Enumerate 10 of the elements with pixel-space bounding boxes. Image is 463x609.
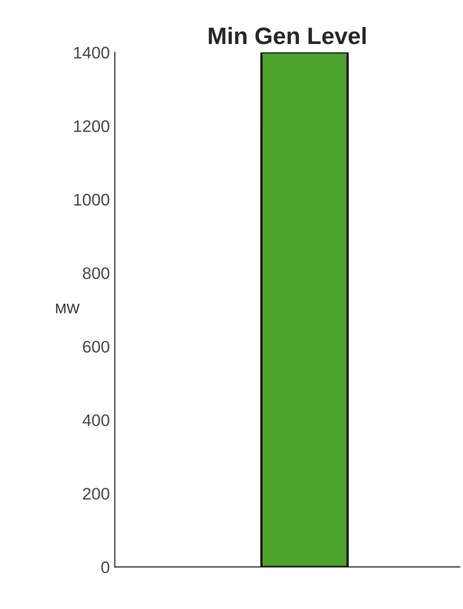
y-tick-label: 1400 [74, 46, 110, 59]
y-tick-label: 600 [83, 340, 110, 353]
y-tick-label: 200 [82, 488, 110, 500]
y-tick-label: 800 [82, 267, 110, 280]
chart-title: Min Gen Level [208, 26, 366, 44]
y-tick-label: 400 [82, 414, 110, 426]
y-tick-label: 1000 [74, 194, 110, 206]
y-tick-label: 0 [101, 561, 110, 574]
y-axis-title: MW [56, 304, 80, 314]
y-tick-label: 1200 [74, 120, 110, 132]
